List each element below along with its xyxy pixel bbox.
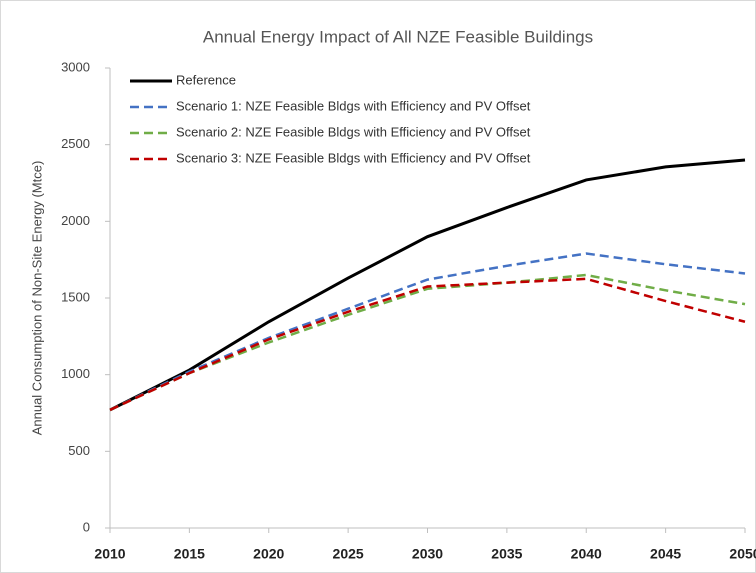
x-tick-label: 2035 <box>491 546 522 562</box>
x-tick-label: 2040 <box>571 546 602 562</box>
legend-label: Reference <box>176 72 236 87</box>
x-tick-label: 2015 <box>174 546 205 562</box>
x-tick-label: 2025 <box>333 546 364 562</box>
x-tick-label: 2010 <box>94 546 125 562</box>
y-axis-label: Annual Consumption of Non-Site Energy (M… <box>29 161 44 436</box>
y-tick-label: 3000 <box>61 59 90 74</box>
y-tick-label: 2500 <box>61 136 90 151</box>
x-tick-label: 2045 <box>650 546 681 562</box>
y-tick-label: 1000 <box>61 366 90 381</box>
x-tick-label: 2050 <box>729 546 756 562</box>
legend-label: Scenario 2: NZE Feasible Bldgs with Effi… <box>176 124 531 139</box>
series-line <box>109 252 746 412</box>
y-tick-label: 2000 <box>61 213 90 228</box>
y-tick-label: 0 <box>83 519 90 534</box>
legend-label: Scenario 1: NZE Feasible Bldgs with Effi… <box>176 98 531 113</box>
chart-title: Annual Energy Impact of All NZE Feasible… <box>203 27 593 46</box>
x-tick-label: 2020 <box>253 546 284 562</box>
y-tick-label: 500 <box>68 443 90 458</box>
x-tick-label: 2030 <box>412 546 443 562</box>
y-tick-label: 1500 <box>61 289 90 304</box>
legend-label: Scenario 3: NZE Feasible Bldgs with Effi… <box>176 150 531 165</box>
series-line <box>109 277 746 412</box>
series-line <box>109 158 746 412</box>
